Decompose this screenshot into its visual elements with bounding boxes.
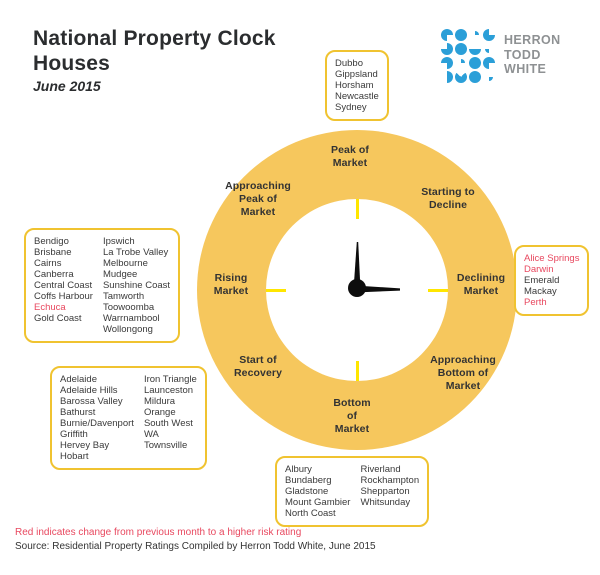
city-item: Rockhampton xyxy=(360,475,420,486)
city-item: Adelaide Hills xyxy=(60,385,118,396)
city-list: Riverland Rockhampton Shepparton Whitsunday xyxy=(360,464,419,519)
city-item: Dubbo xyxy=(335,58,363,69)
tick-3-oclock xyxy=(428,288,448,292)
stage-bottom-of-market: Bottom of Market xyxy=(333,397,371,435)
city-item: Barossa Valley xyxy=(60,396,123,407)
logo-wordmark: HERRON TODD WHITE xyxy=(504,29,561,84)
stage-approaching-bottom-of-market: Approaching Bottom of Market xyxy=(430,354,496,392)
city-item: Bundaberg xyxy=(285,475,332,486)
source-line: Source: Residential Property Ratings Com… xyxy=(15,541,376,552)
city-item: South West xyxy=(143,418,193,429)
city-item: Gippsland xyxy=(335,69,378,80)
city-list: Ipswich La Trobe Valley Melbourne Mudgee Sun… xyxy=(103,236,170,335)
city-list: Iron Triangle Launceston Mildura Orange Sout… xyxy=(144,374,197,462)
city-list: Alice Springs Darwin Emerald Mackay Perth xyxy=(524,253,579,308)
city-item: Emerald xyxy=(524,275,560,286)
city-item: Echuca xyxy=(34,302,66,313)
city-item: WA xyxy=(143,429,159,440)
logo-word-white: WHITE xyxy=(504,62,547,76)
page-subtitle-houses: Houses xyxy=(33,52,111,75)
citybox-start-of-recovery: Adelaide Adelaide Hills Barossa Valley Bath… xyxy=(50,366,207,470)
stage-declining-market: Declining Market xyxy=(456,272,506,297)
city-item: Bendigo xyxy=(34,236,69,247)
city-item: Alice Springs xyxy=(524,253,580,264)
city-item: La Trobe Valley xyxy=(102,247,169,258)
property-clock-ring xyxy=(197,130,517,450)
city-item: Perth xyxy=(524,297,547,308)
city-list: Bendigo Brisbane Cairns Canberra Central Coa… xyxy=(34,236,93,335)
herron-todd-white-logo: HERRON TODD WHITE xyxy=(441,29,561,86)
city-item: Gladstone xyxy=(285,486,329,497)
city-list: Albury Bundaberg Gladstone Mount Gambier Nor… xyxy=(285,464,350,519)
city-item: Adelaide xyxy=(60,374,97,385)
city-item: Tamworth xyxy=(102,291,145,302)
city-item: Sunshine Coast xyxy=(102,280,171,291)
city-item: Iron Triangle xyxy=(143,374,197,385)
city-item: Cairns xyxy=(34,258,62,269)
city-item: Ipswich xyxy=(102,236,135,247)
citybox-peak-of-market: Dubbo Gippsland Horsham Newcastle Sydney xyxy=(325,50,389,121)
city-item: Griffith xyxy=(60,429,88,440)
city-item: Mount Gambier xyxy=(285,497,351,508)
city-item: Hervey Bay xyxy=(60,440,110,451)
stage-rising-market: Rising Market xyxy=(213,272,249,297)
city-item: Mackay xyxy=(524,286,557,297)
city-item: Gold Coast xyxy=(34,313,82,324)
city-item: Coffs Harbour xyxy=(34,291,93,302)
citybox-declining-market: Alice Springs Darwin Emerald Mackay Perth xyxy=(514,245,590,316)
city-item: Albury xyxy=(285,464,312,475)
risk-note: Red indicates change from previous month… xyxy=(15,527,302,538)
city-item: Whitsunday xyxy=(360,497,411,508)
city-item: Sydney xyxy=(335,102,367,113)
city-item: Shepparton xyxy=(360,486,410,497)
tick-6-oclock xyxy=(355,361,359,381)
city-item: Mudgee xyxy=(102,269,138,280)
city-item: Bathurst xyxy=(60,407,96,418)
stage-starting-to-decline: Starting to Decline xyxy=(421,186,475,211)
citybox-rising-market: Bendigo Brisbane Cairns Canberra Central Coa… xyxy=(24,228,181,343)
citybox-bottom-of-market: Albury Bundaberg Gladstone Mount Gambier Nor… xyxy=(275,456,430,527)
city-item: Newcastle xyxy=(335,91,379,102)
city-item: Hobart xyxy=(60,451,89,462)
stage-approaching-peak-of-market: Approaching Peak of Market xyxy=(225,180,291,218)
tick-9-oclock xyxy=(266,288,286,292)
logo-dots-icon xyxy=(441,29,496,86)
stage-peak-of-market: Peak of Market xyxy=(330,144,370,169)
city-item: Canberra xyxy=(34,269,74,280)
stage-start-of-recovery: Start of Recovery xyxy=(233,354,283,379)
city-item: Darwin xyxy=(524,264,554,275)
city-item: Orange xyxy=(143,407,176,418)
city-list: Dubbo Gippsland Horsham Newcastle Sydney xyxy=(335,58,379,113)
city-item: Burnie/Davenport xyxy=(60,418,134,429)
report-date: June 2015 xyxy=(33,78,101,94)
clock-hands xyxy=(348,242,400,297)
city-item: Melbourne xyxy=(102,258,148,269)
city-list: Adelaide Adelaide Hills Barossa Valley Bath… xyxy=(60,374,134,462)
city-item: Brisbane xyxy=(34,247,72,258)
city-item: Toowoomba xyxy=(102,302,155,313)
city-item: Horsham xyxy=(335,80,374,91)
logo-word-todd: TODD xyxy=(504,47,541,62)
logo-word-herron: HERRON xyxy=(504,33,561,47)
title-block: National Property Clock Houses June 2015 xyxy=(33,26,276,95)
city-item: Riverland xyxy=(360,464,401,475)
tick-12-oclock xyxy=(355,199,359,219)
city-item: Launceston xyxy=(143,385,194,396)
city-item: Central Coast xyxy=(34,280,93,291)
city-item: Townsville xyxy=(143,440,188,451)
clock-hub xyxy=(348,279,366,297)
city-item: North Coast xyxy=(285,508,336,519)
city-item: Mildura xyxy=(143,396,176,407)
city-item: Wollongong xyxy=(102,324,153,335)
page-title: National Property Clock xyxy=(33,27,276,50)
city-item: Warrnambool xyxy=(102,313,160,324)
